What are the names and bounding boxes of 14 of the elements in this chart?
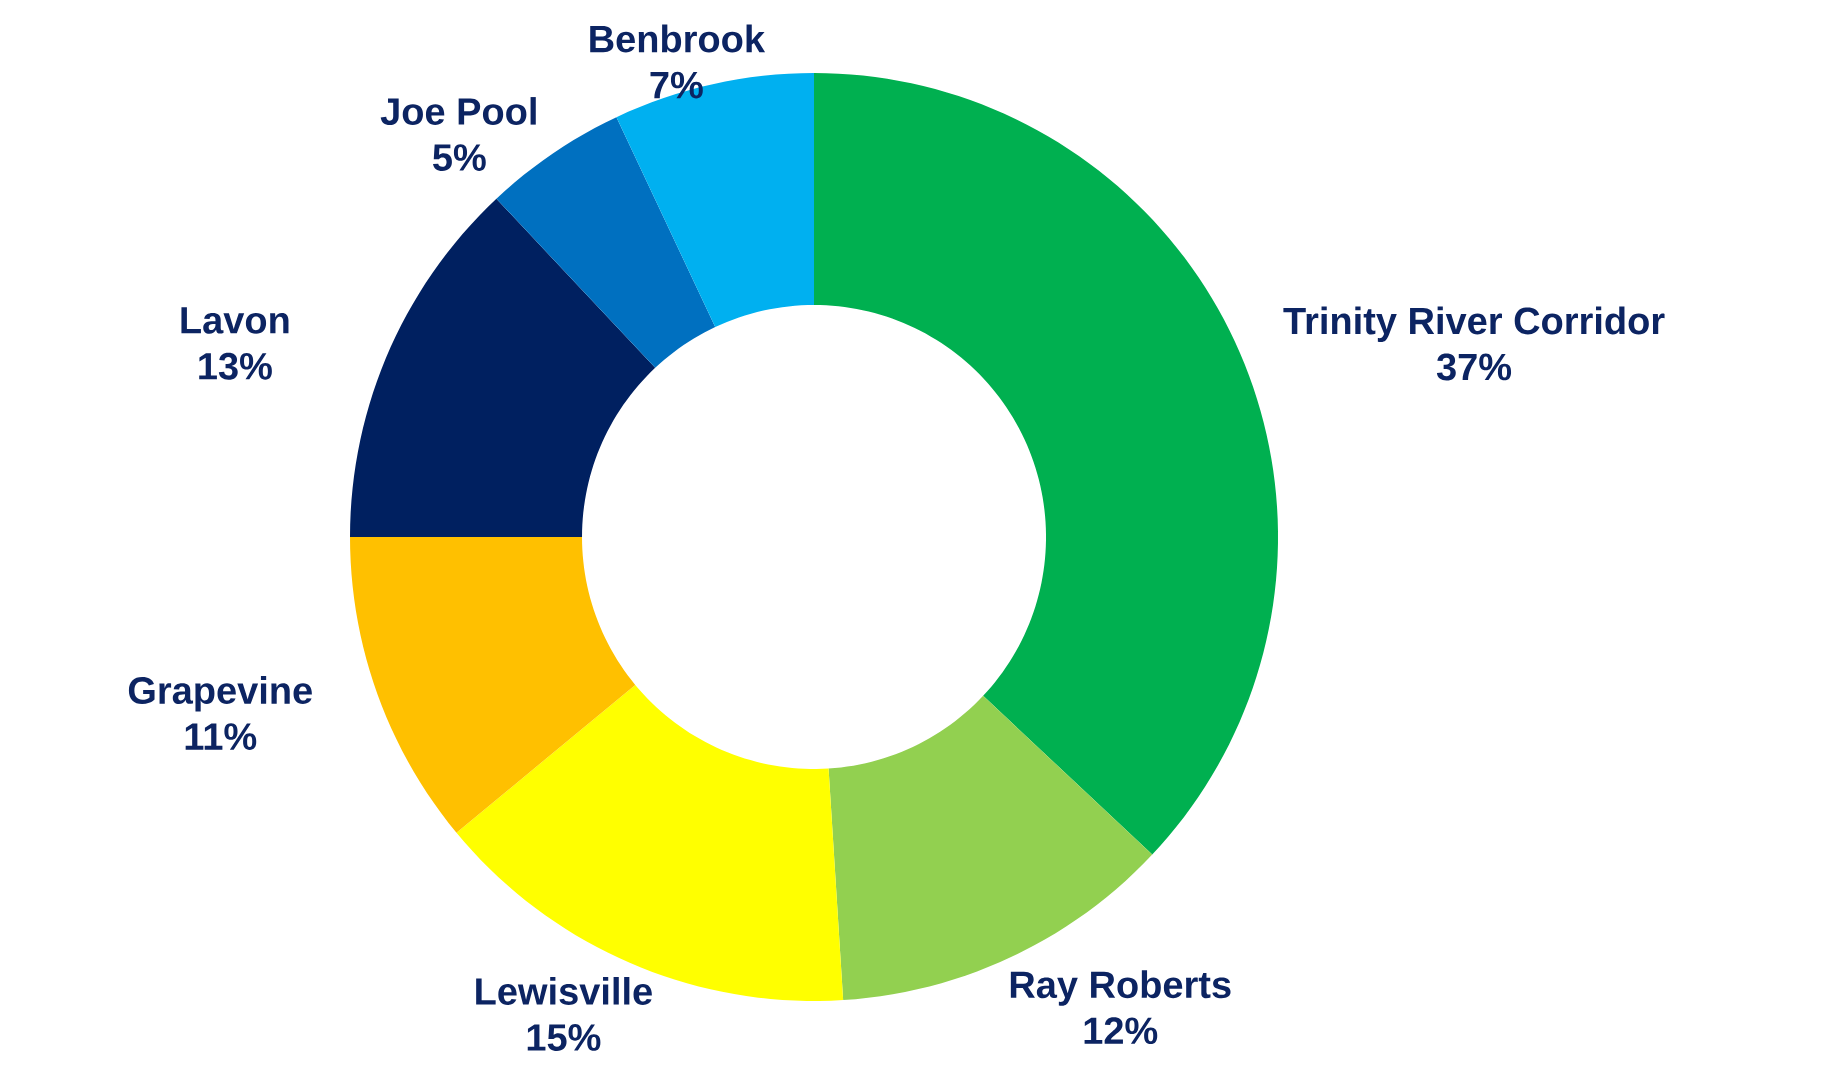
slice-label: Lavon [181,307,289,334]
slice-label: Benbrook [590,24,766,53]
slice-label: Trinity River Corridor [1283,306,1665,342]
data-label: 5% [433,144,486,171]
data-label: 11% [185,723,257,750]
slice-label: Grapevine [128,676,312,712]
slice-label: Ray Roberts [1010,970,1231,1006]
data-label: 12% [1084,1017,1158,1045]
slice-label: Joe Pool [380,97,536,125]
data-label: 15% [527,1024,601,1051]
data-label: 13% [199,352,272,380]
slice-label: Lewisville [476,976,652,1005]
data-label: 7% [650,71,703,99]
data-label: 37% [1436,353,1512,381]
